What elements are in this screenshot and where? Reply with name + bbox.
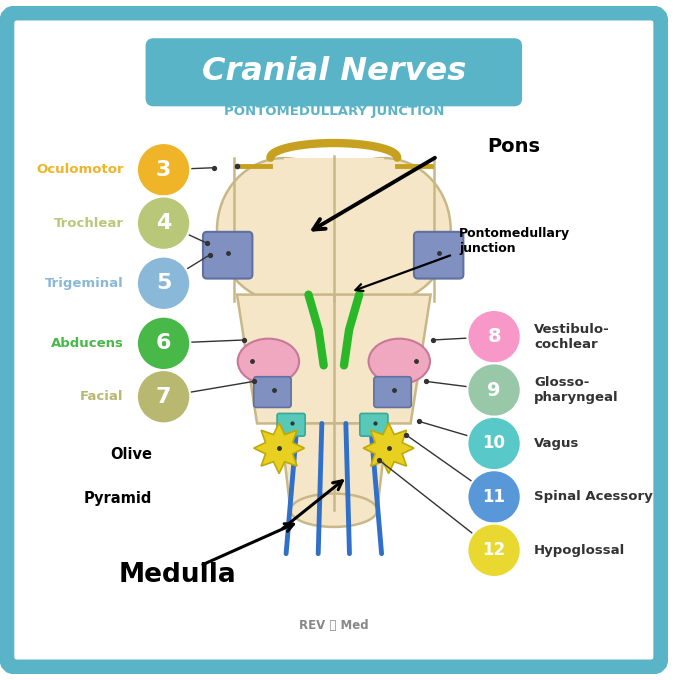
Text: 7: 7 [156,387,171,407]
Text: Abducens: Abducens [50,337,124,350]
Circle shape [467,310,521,363]
Text: Glosso-
pharyngeal: Glosso- pharyngeal [534,376,619,404]
Text: Olive: Olive [110,447,152,462]
Circle shape [137,143,190,197]
Text: 9: 9 [488,381,501,400]
FancyBboxPatch shape [374,377,411,407]
Text: 5: 5 [156,273,171,293]
Text: 6: 6 [156,333,171,354]
Polygon shape [363,423,414,473]
Text: Trochlear: Trochlear [54,217,124,230]
Text: Pons: Pons [488,137,541,156]
Text: 10: 10 [483,435,505,452]
FancyBboxPatch shape [277,413,305,436]
Circle shape [137,370,190,424]
Text: Oculomotor: Oculomotor [36,163,124,176]
Text: Vestibulo-
cochlear: Vestibulo- cochlear [534,323,610,351]
Ellipse shape [238,339,299,384]
Text: PONTOMEDULLARY JUNCTION: PONTOMEDULLARY JUNCTION [224,105,444,118]
Circle shape [467,417,521,470]
Text: Cranial Nerves: Cranial Nerves [202,56,466,87]
FancyBboxPatch shape [360,413,388,436]
Ellipse shape [369,339,430,384]
Circle shape [137,317,190,370]
Text: 11: 11 [483,488,505,506]
Text: 3: 3 [156,160,171,180]
Ellipse shape [317,158,451,302]
Text: Medulla: Medulla [119,562,237,588]
Circle shape [467,363,521,417]
Text: Pyramid: Pyramid [84,492,152,507]
FancyBboxPatch shape [254,377,291,407]
Text: Pontomedullary
junction: Pontomedullary junction [460,227,571,255]
Circle shape [467,470,521,524]
Text: 12: 12 [483,541,506,560]
Ellipse shape [217,158,350,302]
Circle shape [137,256,190,310]
Text: Facial: Facial [80,390,124,403]
Polygon shape [237,294,430,424]
Polygon shape [254,423,305,473]
Text: Vagus: Vagus [534,437,579,450]
Polygon shape [280,424,387,510]
Text: Hypoglossal: Hypoglossal [534,544,626,557]
FancyBboxPatch shape [146,38,522,106]
FancyBboxPatch shape [284,158,384,301]
Text: Trigeminal: Trigeminal [45,277,124,290]
FancyBboxPatch shape [414,232,463,279]
FancyBboxPatch shape [203,232,252,279]
Text: 4: 4 [156,213,171,233]
Circle shape [137,197,190,250]
Ellipse shape [290,494,377,527]
Text: REV 🧠 Med: REV 🧠 Med [299,619,369,632]
Circle shape [467,524,521,577]
Text: 8: 8 [488,327,501,346]
Text: Spinal Acessory: Spinal Acessory [534,490,653,503]
